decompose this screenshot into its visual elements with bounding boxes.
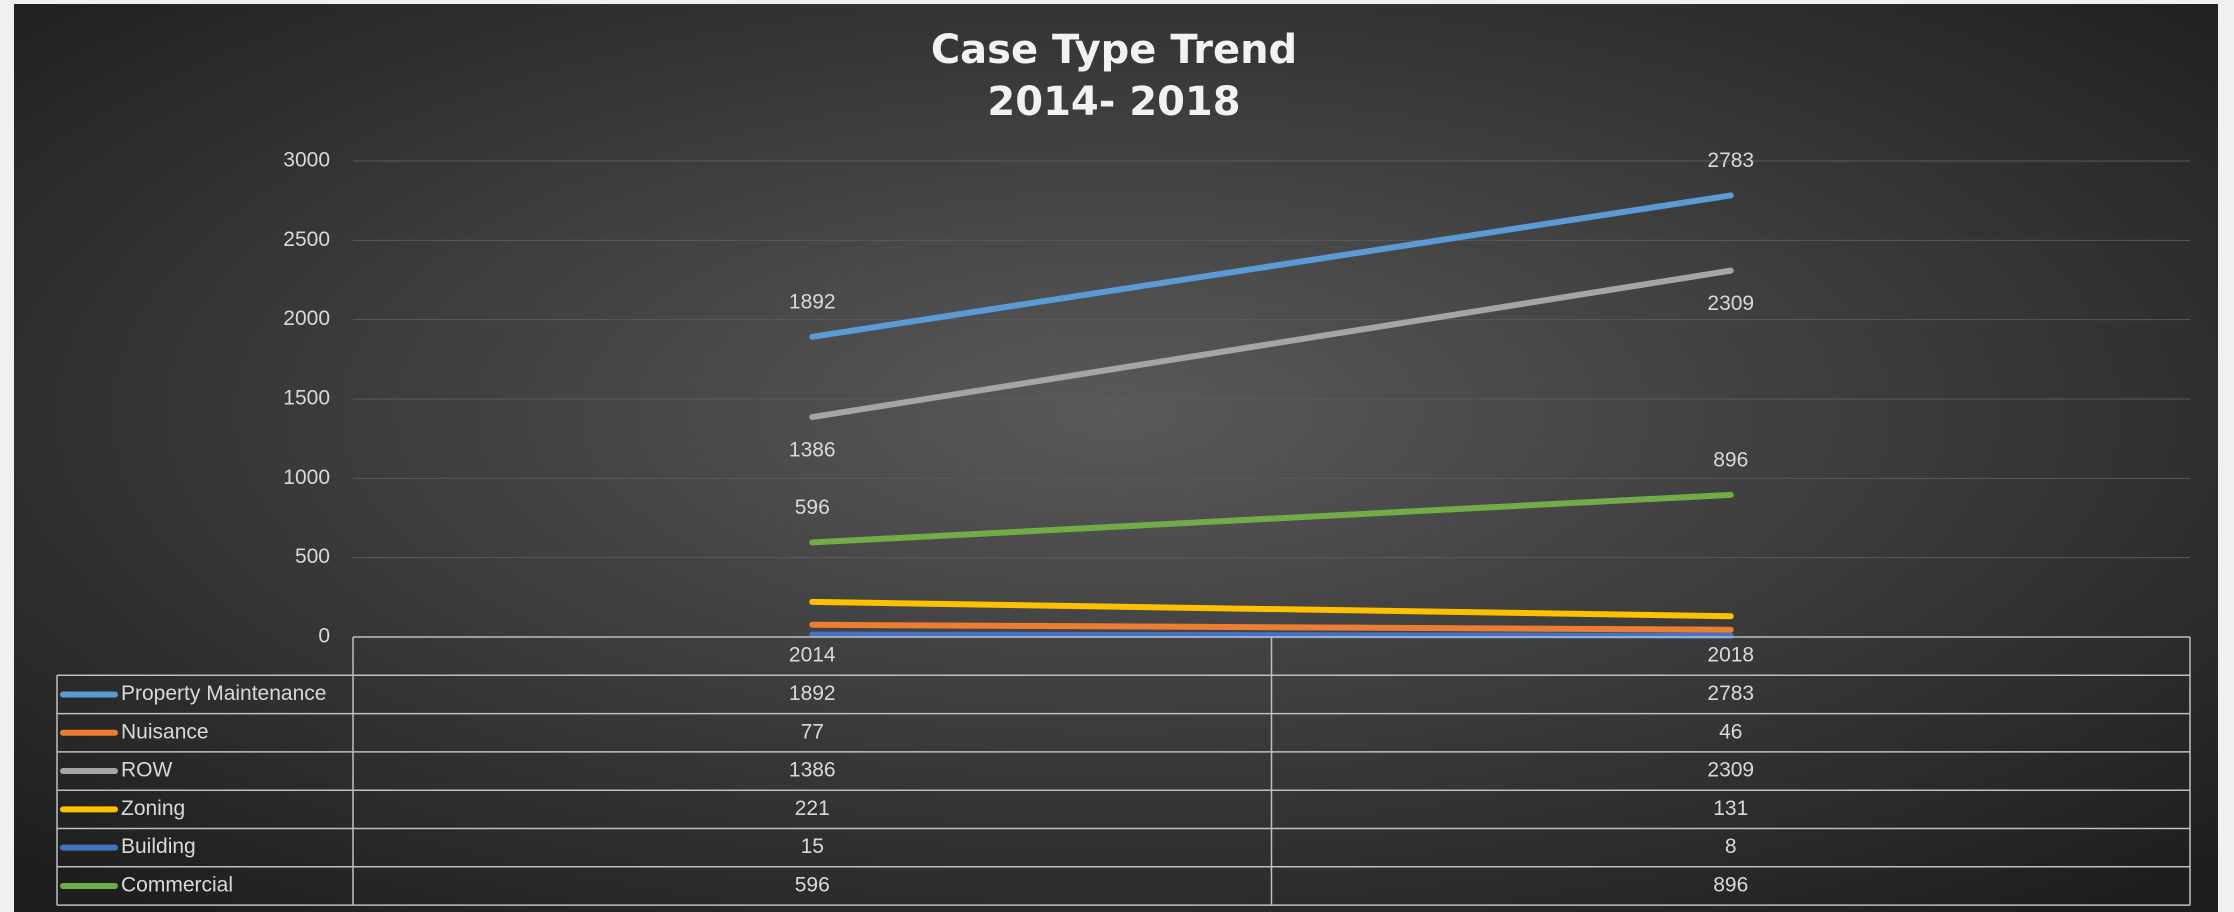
table-cell: 131 xyxy=(1713,797,1748,820)
data-label: 596 xyxy=(795,496,830,519)
table-cell: 2783 xyxy=(1707,682,1754,705)
x-tick-label: 2014 xyxy=(789,644,836,667)
legend-label: ROW xyxy=(121,759,173,782)
y-tick-label: 3000 xyxy=(283,149,330,172)
data-label: 1386 xyxy=(789,439,836,462)
table-cell: 896 xyxy=(1713,873,1748,896)
line-series xyxy=(809,192,1734,340)
table-cell: 15 xyxy=(801,835,824,858)
data-label: 2309 xyxy=(1707,292,1754,315)
line-series xyxy=(809,491,1734,546)
y-tick-label: 0 xyxy=(318,625,330,648)
legend-label: Property Maintenance xyxy=(121,682,326,705)
table-cell: 221 xyxy=(795,797,830,820)
table-cell: 1892 xyxy=(789,682,836,705)
chart-title: Case Type Trend xyxy=(931,27,1297,73)
data-label: 896 xyxy=(1713,448,1748,471)
table-cell: 46 xyxy=(1719,720,1742,743)
table-cell: 596 xyxy=(795,873,830,896)
chart-subtitle: 2014- 2018 xyxy=(987,79,1240,125)
table-cell: 2309 xyxy=(1707,759,1754,782)
y-tick-label: 2000 xyxy=(283,307,330,330)
legend-label: Commercial xyxy=(121,873,233,896)
line-series xyxy=(809,631,1734,639)
data-label: 2783 xyxy=(1707,149,1754,172)
x-tick-label: 2018 xyxy=(1707,644,1754,667)
line-series xyxy=(809,598,1734,620)
table-cell: 1386 xyxy=(789,759,836,782)
line-series xyxy=(809,621,1734,633)
data-label: 1892 xyxy=(789,290,836,313)
y-tick-label: 1500 xyxy=(283,387,330,410)
legend-label: Nuisance xyxy=(121,720,209,743)
table-cell: 8 xyxy=(1725,835,1737,858)
line-series xyxy=(809,267,1734,421)
y-tick-label: 500 xyxy=(295,545,330,568)
table-cell: 77 xyxy=(801,720,824,743)
y-tick-label: 1000 xyxy=(283,466,330,489)
chart-background xyxy=(14,4,2218,912)
legend-label: Building xyxy=(121,835,196,858)
legend-label: Zoning xyxy=(121,797,185,820)
y-tick-label: 2500 xyxy=(283,228,330,251)
